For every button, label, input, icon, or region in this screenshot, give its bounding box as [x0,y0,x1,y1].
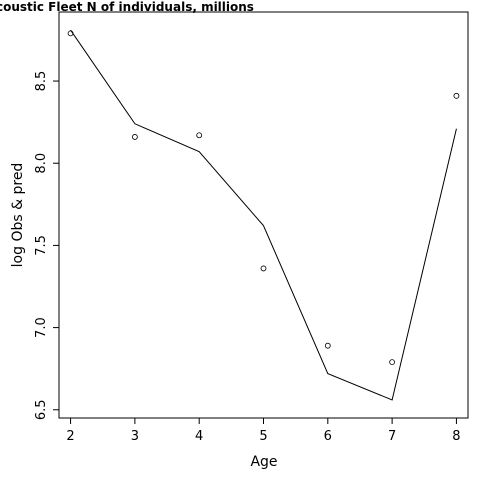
x-tick-label: 3 [131,429,139,444]
data-point [196,132,203,139]
x-tick-label: 8 [452,429,460,444]
x-tick-label: 4 [195,429,203,444]
data-point [324,342,331,349]
x-axis: 2 3 4 5 6 7 8 [66,418,461,444]
x-axis-label: Age [250,454,277,470]
data-point [67,30,74,37]
x-tick-label: 5 [259,429,267,444]
data-point [453,92,460,99]
x-tick-label: 6 [324,429,332,444]
data-point [260,265,267,272]
y-tick-label: 8.5 [34,71,49,92]
data-point [131,134,138,140]
x-tick-label: 2 [66,429,74,444]
data-point [389,359,396,366]
y-tick-label: 7.5 [34,235,49,256]
y-tick-label: 7.0 [34,317,49,338]
y-tick-label: 8.0 [34,153,49,174]
series-line [70,29,457,401]
y-axis-label: log Obs & pred [10,163,26,268]
x-tick-label: 7 [388,429,396,444]
series-points [67,30,460,366]
y-axis: 6.5 7.0 7.5 8.0 8.5 [34,71,59,420]
plot-frame [58,11,469,419]
chart-title: coustic Fleet N of individuals, millions [0,0,254,14]
y-tick-label: 6.5 [34,399,49,420]
